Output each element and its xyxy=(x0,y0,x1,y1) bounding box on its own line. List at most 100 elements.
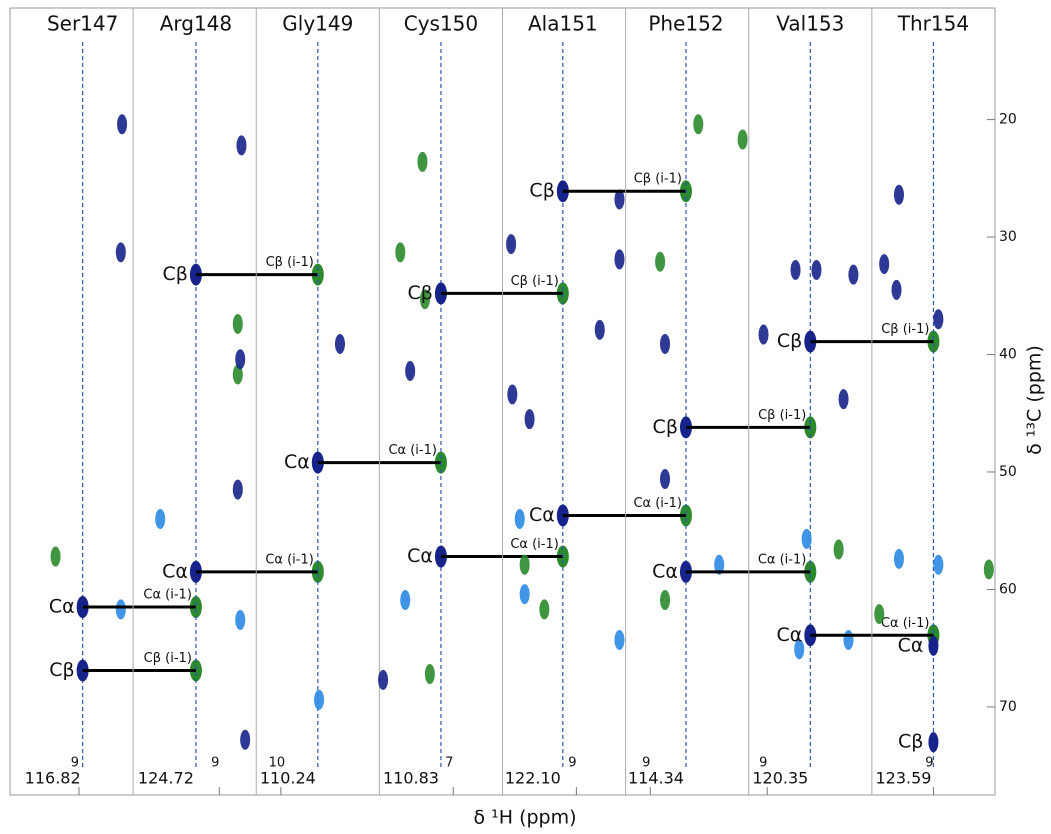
peak xyxy=(519,554,530,575)
peak xyxy=(660,333,671,354)
atom-label: Cα xyxy=(898,634,924,656)
atom-label-prev: Cβ (i-1) xyxy=(511,274,559,289)
peak xyxy=(928,732,939,753)
label-bg xyxy=(40,12,125,38)
atom-label-prev: Cα (i-1) xyxy=(388,443,437,458)
peak xyxy=(714,554,725,575)
peak xyxy=(693,114,704,135)
atom-label: Cβ xyxy=(898,731,923,753)
x-tick-label: 9 xyxy=(759,756,767,771)
peak xyxy=(614,629,625,650)
label-bg xyxy=(275,12,360,38)
atom-label-prev: Cα (i-1) xyxy=(265,552,314,567)
atom-label-prev: Cβ (i-1) xyxy=(266,255,314,270)
x-axis-label: δ ¹H (ppm) xyxy=(473,807,576,829)
peak xyxy=(519,584,530,605)
n-shift-label: 123.59 xyxy=(875,769,931,788)
atom-label-prev: Cβ (i-1) xyxy=(634,172,682,187)
peak xyxy=(614,249,625,270)
residue-label: Arg148 xyxy=(160,12,232,36)
peak xyxy=(790,259,801,280)
peak xyxy=(117,114,128,135)
peak xyxy=(155,508,166,529)
peak xyxy=(395,242,406,263)
atom-label: Cβ xyxy=(777,330,802,352)
n-shift-label: 110.24 xyxy=(260,769,316,788)
atom-label-prev: Cα (i-1) xyxy=(758,552,807,567)
n-shift-label: 120.35 xyxy=(752,769,808,788)
peak xyxy=(115,599,126,620)
atom-label: Cα xyxy=(652,560,678,582)
x-tick-label: 9 xyxy=(568,756,576,771)
y-tick-label: 30 xyxy=(999,229,1017,245)
peak xyxy=(235,609,246,630)
x-tick-label: 9 xyxy=(211,756,219,771)
x-tick-label: 10 xyxy=(269,756,286,771)
peak xyxy=(660,469,671,490)
peak xyxy=(507,384,518,405)
label-bg xyxy=(520,12,605,38)
y-axis-label: δ ¹³C (ppm) xyxy=(1024,345,1046,455)
atom-label: Cβ xyxy=(529,180,554,202)
atom-label: Cα xyxy=(284,451,310,473)
label-bg xyxy=(398,12,483,38)
peak xyxy=(514,508,525,529)
peak xyxy=(874,604,885,625)
residue-label: Cys150 xyxy=(404,12,478,36)
peak xyxy=(424,664,435,685)
label-bg xyxy=(891,12,976,38)
peak xyxy=(843,629,854,650)
peak xyxy=(524,409,535,430)
peak xyxy=(334,333,345,354)
peak xyxy=(933,554,944,575)
peak xyxy=(235,349,246,370)
atom-label: Cβ xyxy=(408,282,433,304)
atom-label: Cα xyxy=(49,596,75,618)
label-bg xyxy=(153,12,238,38)
x-tick-label: 9 xyxy=(642,756,650,771)
peak xyxy=(614,189,625,210)
peak xyxy=(758,324,769,345)
peak xyxy=(232,479,243,500)
peak xyxy=(232,313,243,334)
peak xyxy=(811,259,822,280)
label-bg xyxy=(643,12,728,38)
y-tick-label: 20 xyxy=(999,112,1017,128)
peak xyxy=(115,242,126,263)
peak xyxy=(801,528,812,549)
atom-label: Cβ xyxy=(653,416,678,438)
peak xyxy=(539,599,550,620)
peak xyxy=(378,669,389,690)
peak xyxy=(50,546,61,567)
n-shift-label: 122.10 xyxy=(505,769,561,788)
atom-label: Cα xyxy=(777,624,803,646)
peak xyxy=(506,234,517,255)
y-tick-label: 60 xyxy=(999,581,1017,597)
y-tick-label: 50 xyxy=(999,464,1017,480)
n-shift-label: 110.83 xyxy=(383,769,439,788)
atom-label: Cβ xyxy=(49,659,74,681)
peak xyxy=(833,539,844,560)
peak xyxy=(794,639,805,660)
peak xyxy=(594,319,605,340)
atom-label-prev: Cβ (i-1) xyxy=(881,322,929,337)
peak xyxy=(232,364,243,385)
residue-label: Phe152 xyxy=(648,12,723,36)
y-tick-label: 70 xyxy=(999,699,1017,715)
peak xyxy=(928,635,939,656)
peak xyxy=(933,309,944,330)
atom-label: Cα xyxy=(529,504,555,526)
peak xyxy=(405,360,416,381)
peak xyxy=(400,590,411,611)
atom-label-prev: Cα (i-1) xyxy=(881,616,930,631)
atom-label-prev: Cα (i-1) xyxy=(510,537,559,552)
atom-label: Cα xyxy=(162,560,188,582)
peak xyxy=(879,254,890,275)
x-tick-label: 9 xyxy=(71,756,79,771)
residue-label: Thr154 xyxy=(897,12,969,36)
n-shift-label: 114.34 xyxy=(628,769,684,788)
peak xyxy=(236,135,247,156)
x-tick-label: 7 xyxy=(445,756,453,771)
atom-label-prev: Cα (i-1) xyxy=(143,588,192,603)
